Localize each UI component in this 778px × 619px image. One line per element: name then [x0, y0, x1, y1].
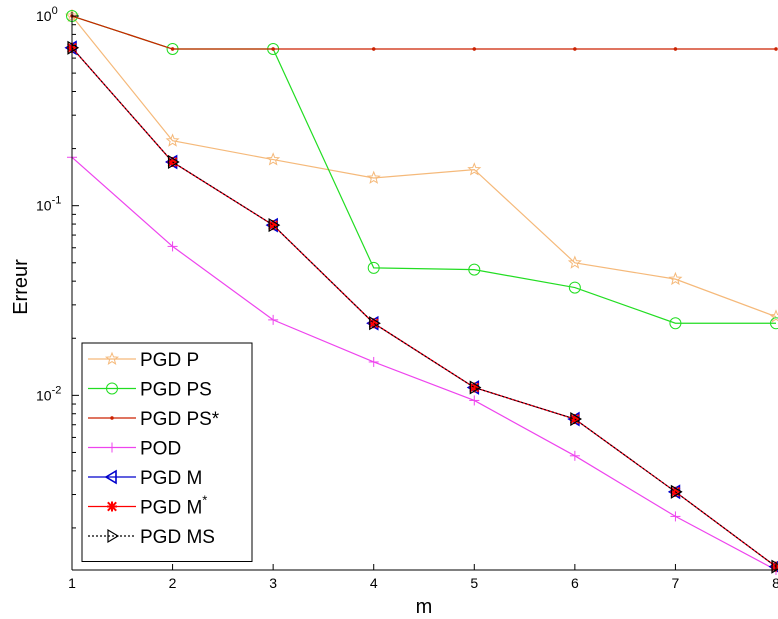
series-line [71, 15, 777, 318]
legend-label: PGD M* [140, 493, 207, 519]
data-point [570, 411, 583, 427]
data-point [472, 47, 477, 51]
data-point [268, 218, 281, 233]
data-point [467, 162, 482, 176]
series-layer [64, 8, 778, 575]
x-tick-label: 2 [169, 575, 177, 591]
legend: PGD P PGD PS PGD PS* POD PGD M PGD M* PGD MS [81, 342, 253, 562]
data-point [469, 380, 482, 395]
legend-item: PGD M* [88, 493, 207, 519]
legend-item: POD [88, 439, 181, 460]
data-point [469, 395, 480, 406]
legend-marker [106, 382, 118, 395]
x-tick-label: 3 [269, 575, 277, 591]
x-tick-label: 7 [672, 575, 680, 591]
data-point [371, 47, 376, 51]
data-point [366, 170, 381, 184]
x-tick-label: 5 [470, 575, 478, 591]
data-point [266, 152, 281, 166]
data-point [670, 484, 683, 499]
data-point [268, 314, 279, 325]
y-tick-label: 10-1 [36, 195, 61, 214]
x-tick-label: 4 [370, 575, 378, 591]
y-tick-label: 10-2 [36, 384, 61, 403]
data-point [165, 133, 180, 147]
legend-marker [107, 528, 120, 544]
data-point [167, 241, 178, 252]
series-pgd-ms-6 [67, 40, 778, 574]
x-tick-label: 1 [68, 575, 76, 591]
data-point [668, 271, 683, 286]
series-line [71, 156, 777, 571]
data-point [669, 317, 682, 330]
data-point [567, 255, 582, 269]
y-tick-label: 100 [36, 5, 58, 24]
data-point [170, 47, 175, 51]
y-axis-title: Erreur [10, 259, 32, 315]
data-point [67, 40, 80, 55]
data-point [167, 154, 180, 170]
data-point [573, 47, 577, 51]
legend-marker [104, 351, 120, 365]
data-point [368, 356, 379, 367]
x-tick-label: 6 [571, 575, 579, 591]
data-point [673, 47, 678, 51]
data-point [768, 309, 778, 323]
series-line [71, 15, 776, 50]
data-point [369, 316, 381, 331]
data-point [670, 511, 681, 522]
data-point [774, 47, 778, 51]
data-point [568, 281, 581, 294]
data-point [569, 450, 580, 461]
data-point [271, 47, 275, 51]
legend-label: PGD M [140, 468, 202, 489]
legend-label: POD [140, 439, 181, 460]
axes-layer: 1 2 3 4 5 6 7 8 100 10-1 10-2 [36, 5, 778, 591]
legend-label: PGD PS [140, 380, 212, 401]
data-point [771, 559, 778, 574]
x-tick-label: 8 [772, 575, 778, 591]
legend-marker [107, 501, 117, 512]
legend-label: PGD MS [140, 527, 215, 548]
legend-label: PGD P [140, 350, 199, 371]
legend-item: PGD PS [88, 380, 212, 401]
data-point [468, 263, 481, 276]
data-point [367, 261, 380, 274]
legend-item: PGD PS* [88, 409, 220, 430]
series-line [71, 47, 777, 568]
legend-item: PGD MS [88, 527, 215, 548]
legend-box [81, 342, 253, 562]
legend-marker [110, 416, 114, 420]
series-pgd-ps--2 [70, 14, 778, 51]
legend-label: PGD PS* [140, 409, 220, 430]
legend-marker [104, 469, 117, 485]
legend-marker [107, 442, 117, 453]
data-point [770, 317, 778, 330]
x-axis-title: m [416, 596, 433, 618]
legend-item: PGD M [88, 468, 202, 489]
legend-item: PGD P [88, 350, 199, 371]
